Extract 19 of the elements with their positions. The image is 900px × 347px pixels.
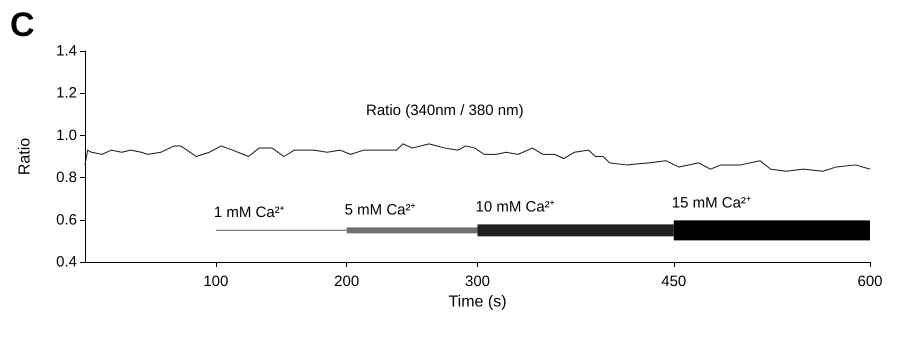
text: Ratio (340nm / 380 nm) [366, 102, 524, 120]
x-tick-label: 200 [334, 273, 360, 290]
series-label: 1 mM Ca²⁺ [214, 204, 285, 221]
y-tick-label: 1.0 [56, 126, 77, 144]
x-tick-label: 600 [857, 273, 883, 290]
y-tick-label: 1.4 [56, 42, 77, 60]
series-label: 10 mM Ca²⁺ [476, 198, 555, 216]
y-tick-label: 0.4 [56, 254, 77, 270]
y-axis-title: Ratio [16, 138, 34, 176]
y-tick-label: 1.2 [56, 84, 77, 102]
x-tick-label: 300 [464, 273, 490, 290]
text: C [10, 6, 35, 44]
series-label: 5 mM Ca²⁺ [344, 201, 416, 218]
y-tick-label: 0.6 [56, 211, 77, 228]
series-label: 15 mM Ca²⁺ [672, 194, 751, 212]
y-tick-label: 0.8 [56, 169, 77, 186]
x-tick-label: 100 [203, 273, 228, 290]
x-axis-title: Time (s) [448, 293, 507, 310]
x-tick-label: 450 [661, 273, 686, 290]
